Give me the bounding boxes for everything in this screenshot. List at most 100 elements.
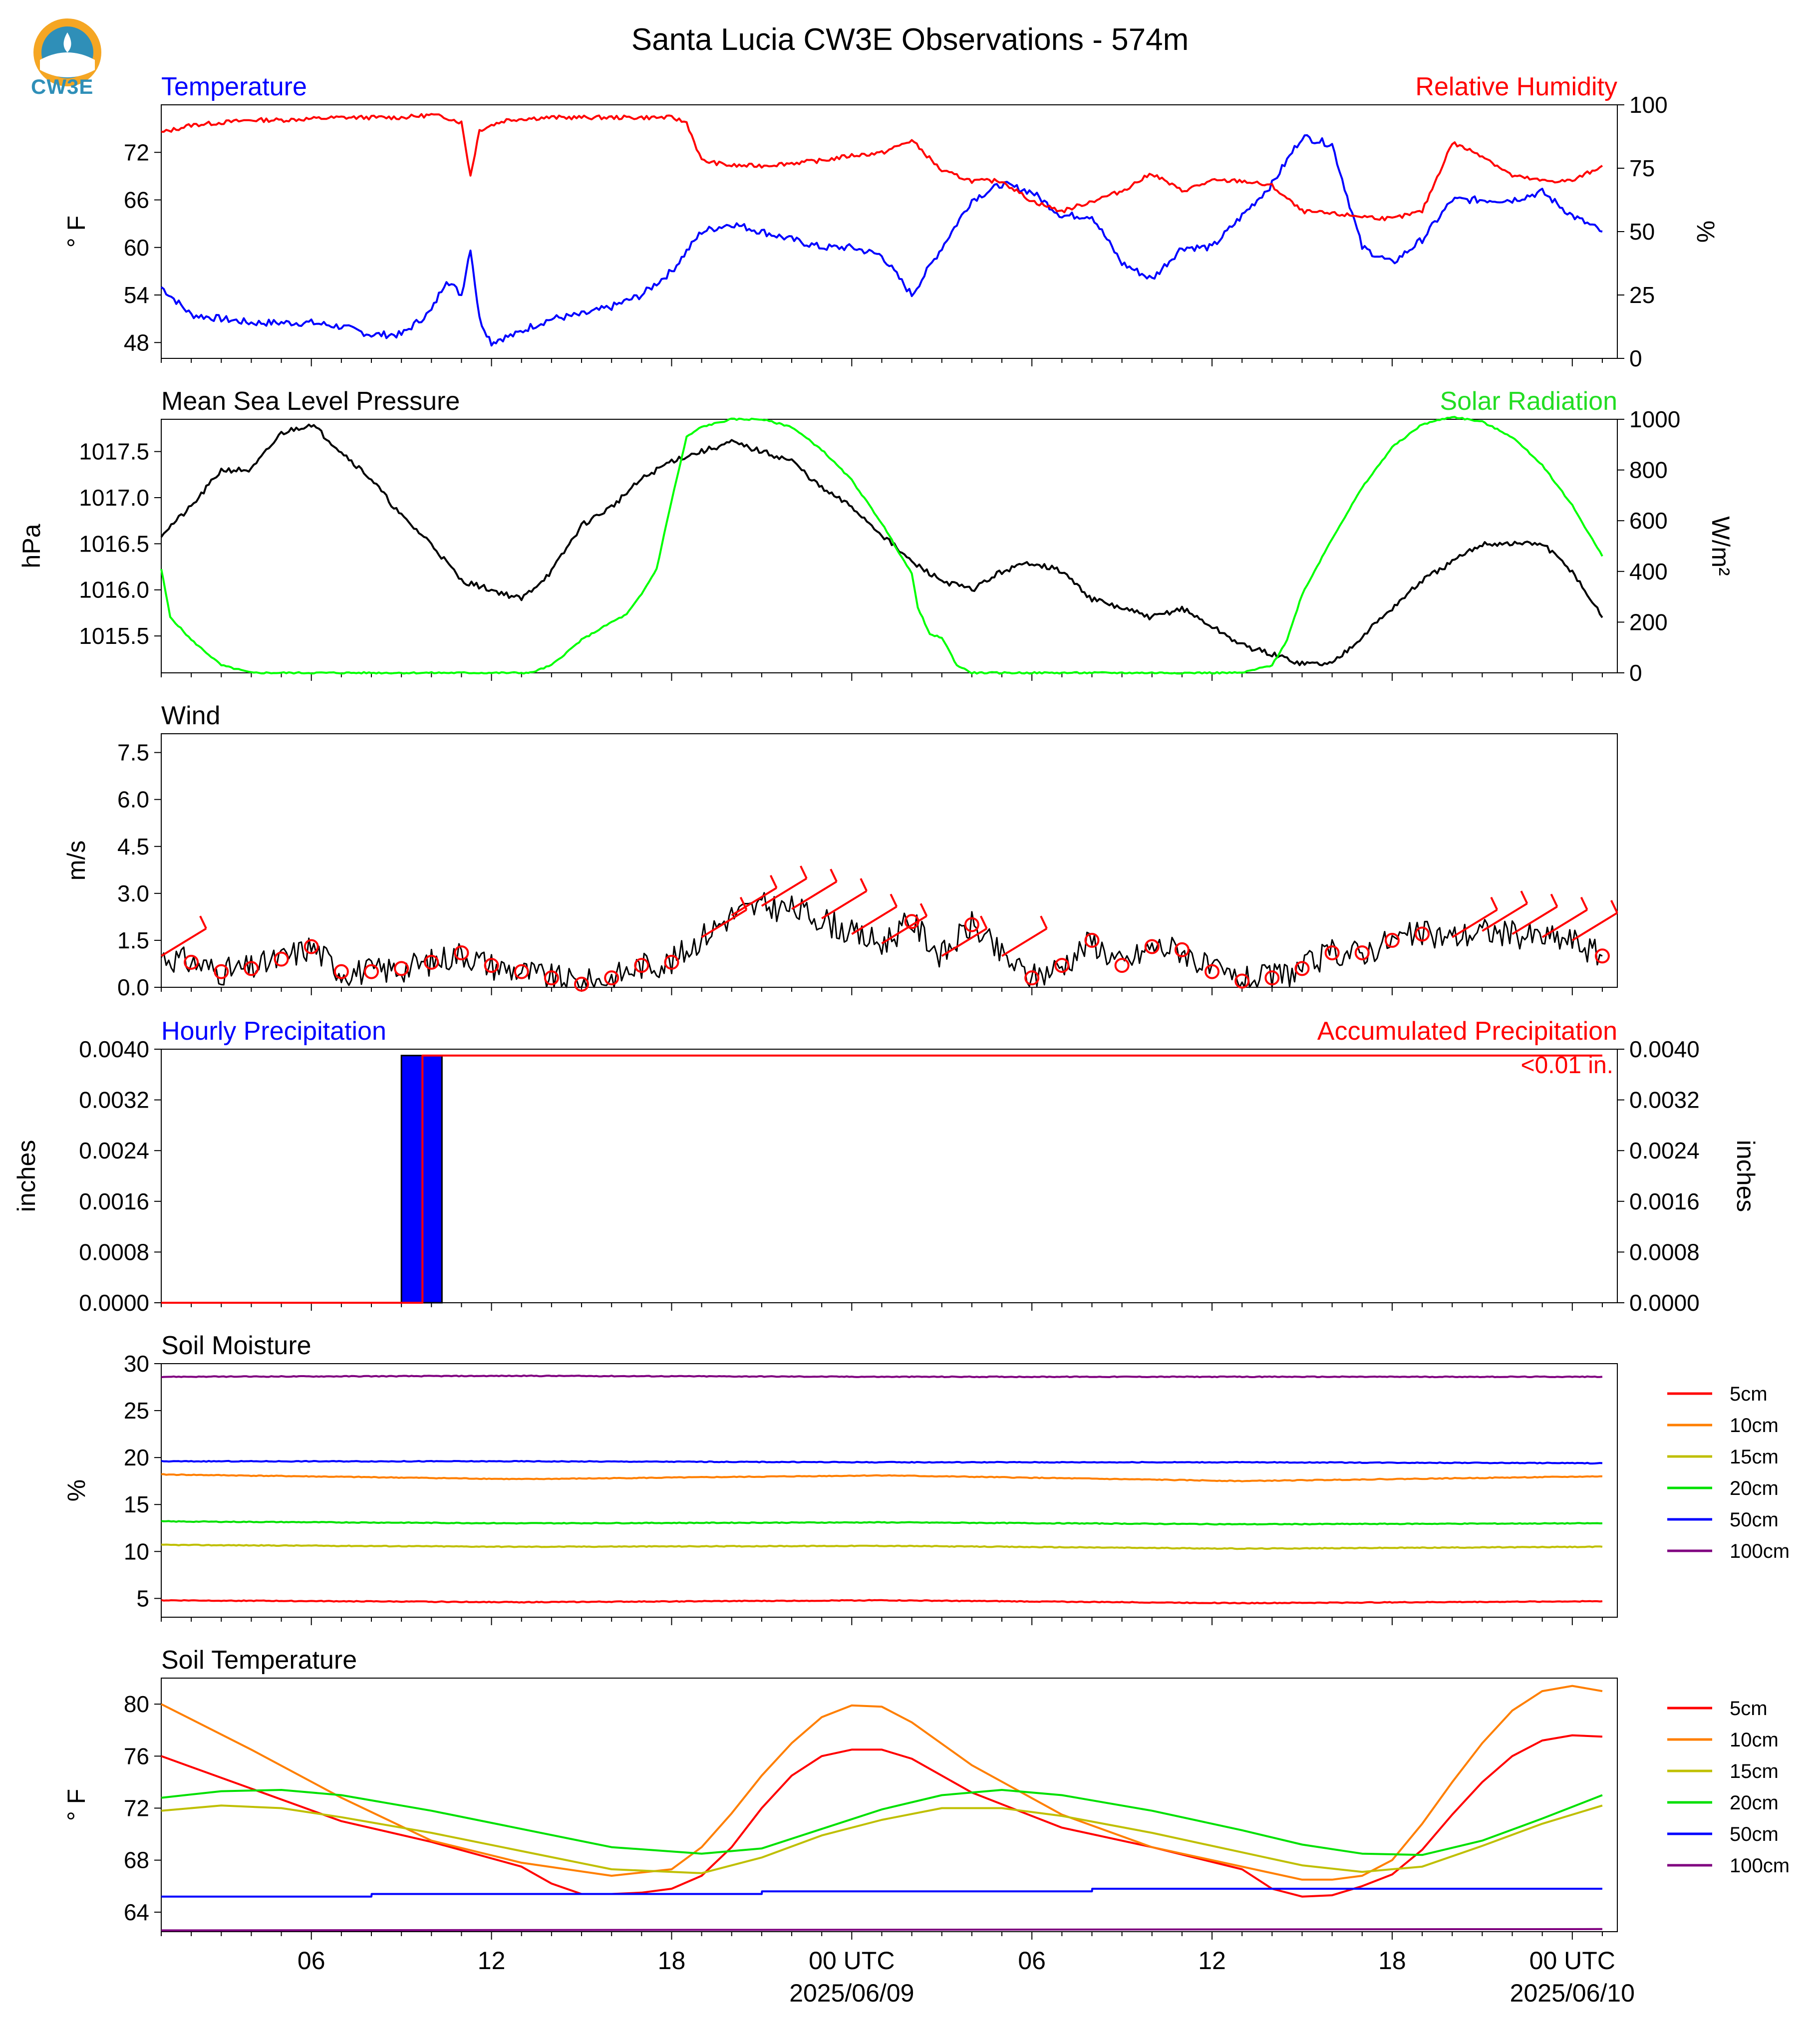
solar-y2-tick-label: 1000 bbox=[1629, 406, 1680, 432]
wind-barb bbox=[701, 908, 747, 938]
wind-y-tick-label: 1.5 bbox=[117, 927, 149, 953]
solar-y2-tick-label: 600 bbox=[1629, 508, 1668, 534]
wind-calm-marker bbox=[1144, 939, 1160, 954]
time-axis-tick-label: 18 bbox=[658, 1947, 686, 1975]
soil-temperature-y-tick-label: 68 bbox=[124, 1847, 149, 1873]
soil-temperature-line-20cm bbox=[161, 1789, 1603, 1856]
wind-calm-marker bbox=[394, 961, 409, 976]
wind-calm-marker bbox=[214, 964, 229, 979]
wind-barb-flag bbox=[800, 866, 808, 879]
accum-precip-y-label: inches bbox=[1732, 1140, 1760, 1212]
soil-moisture-line-5cm bbox=[161, 1599, 1603, 1605]
soil-temperature-legend-label: 15cm bbox=[1730, 1760, 1779, 1782]
soil-moisture-legend-label: 10cm bbox=[1730, 1415, 1779, 1437]
wind-barb bbox=[731, 887, 777, 916]
wind-calm-marker bbox=[1084, 932, 1100, 948]
wind-panel-frame bbox=[161, 733, 1618, 988]
accum-precip-title: Accumulated Precipitation bbox=[1317, 1017, 1617, 1046]
hourly-precip-y-tick-label: 0.0016 bbox=[79, 1188, 149, 1214]
time-axis-tick-label: 06 bbox=[298, 1947, 325, 1975]
pressure-title: Mean Sea Level Pressure bbox=[161, 387, 460, 416]
wind-calm-marker bbox=[244, 961, 259, 976]
pressure-y-tick-label: 1017.5 bbox=[79, 439, 149, 465]
humidity-y2-tick-label: 75 bbox=[1629, 155, 1655, 181]
wind-barb-flag bbox=[1550, 893, 1558, 907]
soil-temperature-legend-label: 10cm bbox=[1730, 1729, 1779, 1751]
wind-calm-marker bbox=[1594, 948, 1610, 964]
wind-calm-marker bbox=[1234, 973, 1250, 989]
solar-y2-tick-label: 400 bbox=[1629, 559, 1668, 584]
wind-barb bbox=[1512, 905, 1558, 935]
soil-temperature-legend-label: 50cm bbox=[1730, 1823, 1779, 1845]
wind-barb-flag bbox=[979, 915, 988, 929]
hourly-precip-y-tick-label: 0.0032 bbox=[79, 1087, 149, 1113]
pressure-y-tick-label: 1015.5 bbox=[79, 623, 149, 649]
precip-panel-frame bbox=[161, 1049, 1618, 1303]
soil-moisture-line-50cm bbox=[161, 1459, 1603, 1465]
accum-precip-y2-tick-label: 0.0008 bbox=[1629, 1239, 1700, 1265]
soil-moisture-title: Soil Moisture bbox=[161, 1331, 311, 1360]
temperature-y-label: ° F bbox=[62, 216, 90, 248]
soil-moisture-y-tick-label: 5 bbox=[136, 1585, 149, 1611]
wind-calm-marker bbox=[574, 976, 590, 992]
hourly-precip-y-tick-label: 0.0000 bbox=[79, 1290, 149, 1316]
wind-barb bbox=[1482, 902, 1528, 932]
solar-y-label: W/m² bbox=[1707, 516, 1735, 576]
soil-moisture-line-100cm bbox=[161, 1374, 1603, 1379]
wind-calm-marker bbox=[184, 954, 199, 970]
time-axis-tick-label: 00 UTC bbox=[1529, 1947, 1615, 1975]
humidity-y-label: % bbox=[1692, 221, 1720, 243]
time-axis-date-label: 2025/06/09 bbox=[789, 1979, 914, 2007]
wind-barb-flag bbox=[830, 869, 838, 882]
wind-calm-marker bbox=[1264, 970, 1280, 986]
wind-calm-marker bbox=[484, 958, 499, 973]
accum-precip-y2-tick-label: 0.0040 bbox=[1629, 1036, 1700, 1062]
humidity-line bbox=[161, 113, 1603, 222]
accum-precip-y2-tick-label: 0.0024 bbox=[1629, 1138, 1700, 1163]
wind-barb-flag bbox=[1490, 896, 1499, 910]
page-title: Santa Lucia CW3E Observations - 574m bbox=[631, 22, 1189, 57]
wind-barb bbox=[1452, 908, 1498, 938]
soil-moisture-legend-label: 15cm bbox=[1730, 1446, 1779, 1468]
soil-moisture-panel-frame bbox=[161, 1363, 1618, 1618]
wind-calm-marker bbox=[634, 958, 649, 973]
wind-calm-marker bbox=[333, 964, 349, 979]
wind-calm-marker bbox=[364, 964, 379, 979]
soil-moisture-y-tick-label: 15 bbox=[124, 1491, 149, 1517]
wind-title: Wind bbox=[161, 701, 221, 730]
temperature-panel-frame bbox=[161, 104, 1618, 359]
solar-y2-tick-label: 800 bbox=[1629, 457, 1668, 483]
accum-precip-line bbox=[161, 1054, 1602, 1304]
solar-title: Solar Radiation bbox=[1440, 387, 1617, 416]
pressure-y-tick-label: 1016.5 bbox=[79, 531, 149, 557]
temperature-y-tick-label: 48 bbox=[124, 329, 149, 355]
soil-moisture-y-tick-label: 25 bbox=[124, 1398, 149, 1424]
wind-calm-marker bbox=[964, 917, 979, 932]
wind-calm-marker bbox=[1384, 932, 1400, 948]
time-axis-tick-label: 00 UTC bbox=[809, 1947, 895, 1975]
temperature-title: Temperature bbox=[161, 72, 307, 101]
soil-moisture-line-20cm bbox=[161, 1520, 1602, 1526]
pressure-panel-frame bbox=[161, 419, 1618, 673]
wind-barb bbox=[1541, 908, 1588, 938]
soil-temperature-panel-frame bbox=[161, 1678, 1618, 1932]
soil-temperature-legend-label: 20cm bbox=[1730, 1792, 1779, 1814]
temperature-line bbox=[160, 134, 1603, 347]
accum-precip-label: <0.01 in. bbox=[1521, 1052, 1613, 1079]
time-axis-date-label: 2025/06/10 bbox=[1510, 1979, 1635, 2007]
wind-calm-marker bbox=[274, 951, 289, 967]
humidity-y2-tick-label: 100 bbox=[1629, 92, 1668, 118]
temperature-y-tick-label: 72 bbox=[124, 139, 149, 165]
soil-temperature-y-tick-label: 64 bbox=[124, 1899, 149, 1925]
soil-moisture-legend-label: 100cm bbox=[1730, 1540, 1790, 1562]
wind-barb bbox=[791, 880, 838, 910]
soil-moisture-y-label: % bbox=[62, 1479, 90, 1501]
wind-barb-flag bbox=[1580, 896, 1588, 910]
wind-calm-marker bbox=[454, 945, 469, 961]
wind-calm-marker bbox=[1054, 958, 1070, 973]
accum-precip-y2-tick-label: 0.0032 bbox=[1629, 1087, 1700, 1113]
soil-moisture-line-10cm bbox=[161, 1473, 1602, 1482]
soil-temperature-line-15cm bbox=[161, 1804, 1603, 1874]
logo-text: CW3E bbox=[31, 75, 94, 98]
soil-moisture-line-15cm bbox=[161, 1543, 1603, 1550]
